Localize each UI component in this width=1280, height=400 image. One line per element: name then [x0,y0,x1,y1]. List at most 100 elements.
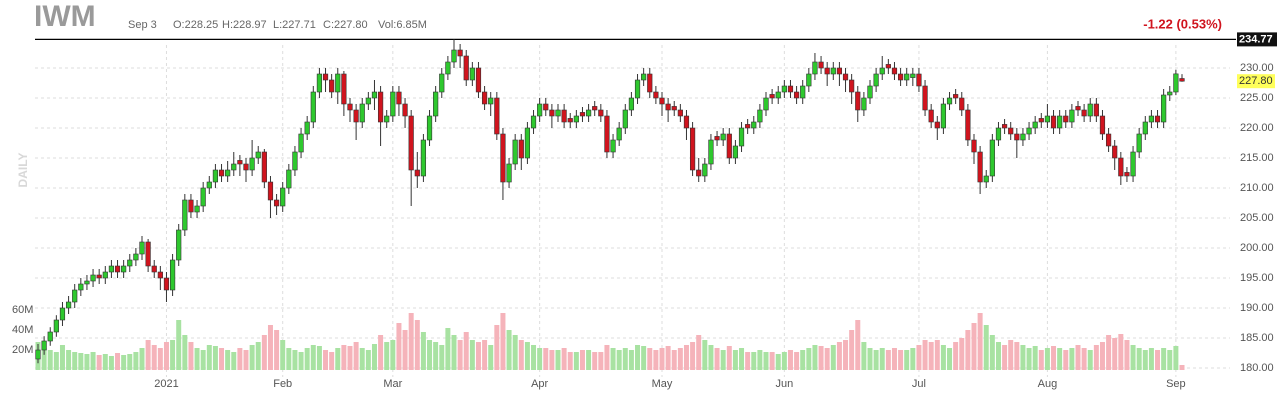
candle-body [855,91,861,111]
candle-body [959,97,965,111]
candle-body [390,91,396,117]
volume-bar [433,342,439,370]
volume-bar [690,342,696,370]
candle-body [1057,115,1063,129]
volume-bar [59,345,65,370]
volume-bar [445,328,451,370]
candle-body [1020,133,1026,141]
volume-bar [683,345,689,370]
volume-bar [78,353,84,370]
volume-bar [714,348,720,370]
volume-bar [561,348,567,370]
volume-bar [286,348,292,370]
volume-bar [151,345,157,370]
symbol: IWM [34,0,96,33]
volume-bar [255,342,261,370]
volume-bar [512,335,518,370]
volume-bar [1099,342,1105,370]
volume-bar [910,348,916,370]
volume-bar [787,350,793,370]
candle-body [1130,151,1136,177]
candle-body [781,85,787,93]
volume-bar [66,350,72,370]
volume-bar [1002,345,1008,370]
volume-bar [604,345,610,370]
candle-body [243,163,249,171]
candle-body [751,121,757,129]
volume-bar [1087,350,1093,370]
candle-body [977,151,983,183]
candle-body [463,55,469,81]
change: -1.22 (0.53%) [1143,16,1222,31]
volume-bar [72,352,78,370]
candle-body [121,265,127,273]
volume-bar [378,335,384,370]
volume-bar [904,350,910,370]
candle-body [983,175,989,183]
x-tick-label: Sep [1166,378,1186,390]
volume-bar [249,345,255,370]
volume-bar [586,350,592,370]
candle-body [188,199,194,213]
volume-bar [323,350,329,370]
volume-bar [261,335,267,370]
volume-bar [170,340,176,370]
volume-bar [133,352,139,370]
volume-bar [1093,345,1099,370]
candle-body [885,64,891,69]
volume-bar [959,338,965,370]
volume-bar [977,313,983,370]
x-tick-label: Jun [775,378,793,390]
y-tick-label: 220.00 [1240,122,1274,134]
candle-body [273,199,280,207]
candle-body [1081,109,1087,117]
candle-body [897,73,904,81]
candle-body [585,109,592,117]
candle-body [598,109,604,117]
y-tick-label: 185.00 [1240,332,1274,344]
volume-bar [775,354,781,370]
candle-body [65,301,72,309]
candle-body [757,109,763,123]
volume-bar [1081,348,1087,370]
volume-bar [1112,338,1118,370]
volume-bar [243,350,249,370]
candle-body [1075,106,1081,111]
volume-bar [329,352,335,370]
volume-bar [310,345,316,370]
volume-bar [781,352,787,370]
candle-body [555,109,561,117]
candle-body [677,109,683,117]
candle-body [377,91,384,123]
candle-body [1124,172,1130,177]
volume-bar [861,342,867,370]
volume-bar [1057,348,1063,370]
volume-bar [708,345,714,370]
volume-bar [524,342,530,370]
candle-body [1173,73,1179,93]
volume-bar [898,350,904,370]
candle-body [836,67,843,75]
candle-body [732,145,739,159]
volume-bar [628,350,634,370]
candle-body [78,283,84,291]
volume-bar [96,355,102,370]
header-field: C:227.80 [323,19,368,31]
candle-body [494,97,500,135]
volume-bar [41,348,47,370]
candle-body [1032,121,1038,129]
volume-bar [316,346,322,370]
volume-bar [157,348,163,370]
candle-body [745,124,751,129]
volume-bar [947,348,953,370]
candle-body [316,73,323,93]
volume-bar [341,345,347,370]
volume-bar [127,354,133,370]
volume-tick-label: 20M [12,344,33,356]
candle-body [84,280,90,285]
volume-bar [1014,342,1020,370]
volume-bar [115,353,121,370]
volume-bar [347,346,353,370]
candle-body [873,73,879,87]
volume-bar [280,340,286,370]
